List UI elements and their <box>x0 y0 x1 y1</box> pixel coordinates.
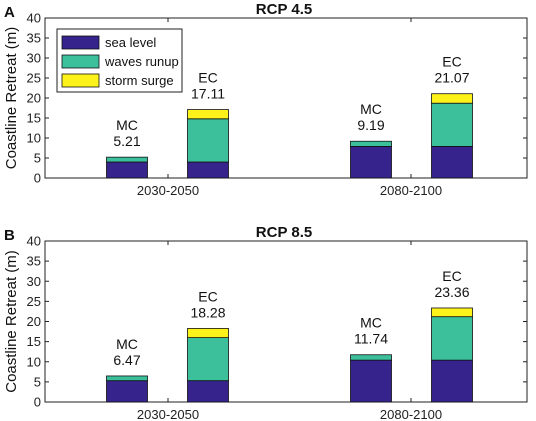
y-tick-label: 5 <box>34 151 41 166</box>
panel-letter: B <box>4 227 15 244</box>
bar-segment-sea-level <box>431 359 473 403</box>
bar-segment-waves-runup <box>431 316 473 361</box>
y-tick-label: 35 <box>27 254 41 269</box>
bar-segment-waves-runup <box>106 156 148 163</box>
bar-segment-waves-runup <box>106 375 148 382</box>
y-tick-label: 40 <box>27 234 41 249</box>
bar-annotation-label: MC <box>116 117 138 133</box>
y-tick-label: 0 <box>34 395 41 410</box>
y-tick-label: 35 <box>27 31 41 46</box>
bar-segment-sea-level <box>106 380 148 403</box>
y-tick-label: 40 <box>27 11 41 26</box>
legend-swatch-sea-level <box>61 35 100 50</box>
y-tick-label: 5 <box>34 374 41 389</box>
y-tick-label: 0 <box>34 171 41 186</box>
bar-segment-waves-runup <box>187 118 229 163</box>
bar-annotation-value: 6.47 <box>113 352 140 368</box>
legend-entry: waves runup <box>104 54 179 69</box>
x-tick-label: 2080-2100 <box>380 407 442 421</box>
panel-a: A RCP 4.5 Coastline Retreat (m) 0 5 10 15 20 25 3… <box>3 1 528 198</box>
bar-annotation-value: 18.28 <box>190 304 225 320</box>
bar-annotation-label: EC <box>442 54 461 70</box>
bar-annotation-label: EC <box>198 288 217 304</box>
panel-letter: A <box>4 4 15 21</box>
legend-swatch-storm-surge <box>61 73 100 88</box>
y-tick-label: 30 <box>27 274 41 289</box>
bar-annotation-label: MC <box>360 101 382 117</box>
bar-annotation-value: 11.74 <box>354 331 388 347</box>
y-tick-label: 30 <box>27 51 41 66</box>
y-tick-label: 15 <box>27 334 41 349</box>
y-tick-label: 25 <box>27 71 41 86</box>
y-tick-label: 20 <box>27 314 41 329</box>
bar-annotation-value: 5.21 <box>113 133 140 149</box>
bar-segment-sea-level <box>350 145 392 179</box>
bar-segment-storm-surge <box>187 328 229 339</box>
x-tick-label: 2030-2050 <box>137 407 199 421</box>
panel-b: B RCP 8.5 Coastline Retreat (m) 0 5 10 15 20 25 3… <box>3 224 528 421</box>
panel-title: RCP 4.5 <box>256 1 312 18</box>
bar-segment-sea-level <box>431 145 473 179</box>
panel-title: RCP 8.5 <box>256 224 312 241</box>
bar-annotation-label: EC <box>442 268 461 284</box>
y-axis-label: Coastline Retreat (m) <box>3 250 20 393</box>
bar-segment-waves-runup <box>350 140 392 147</box>
y-tick-label: 10 <box>27 131 41 146</box>
bar-segment-storm-surge <box>431 307 473 318</box>
bar-segment-waves-runup <box>431 102 473 147</box>
y-axis-label: Coastline Retreat (m) <box>3 27 20 170</box>
legend-entry: storm surge <box>105 73 174 88</box>
bar-annotation-label: MC <box>360 315 382 331</box>
bar-annotation-value: 23.36 <box>434 284 469 300</box>
y-tick-label: 25 <box>27 294 41 309</box>
bar-segment-storm-surge <box>431 93 473 104</box>
bar-segment-waves-runup <box>187 337 229 382</box>
x-tick-label: 2080-2100 <box>380 183 442 198</box>
y-tick-label: 10 <box>27 354 41 369</box>
legend-swatch-waves-runup <box>61 54 100 69</box>
bar-segment-sea-level <box>187 380 229 403</box>
bar-segment-storm-surge <box>187 109 229 120</box>
x-tick-label: 2030-2050 <box>137 183 199 198</box>
bar-annotation-value: 21.07 <box>434 70 469 86</box>
bar-segment-sea-level <box>106 161 148 179</box>
bar-segment-sea-level <box>350 359 392 403</box>
y-tick-label: 20 <box>27 91 41 106</box>
bar-annotation-label: MC <box>116 336 138 352</box>
bar-annotation-label: EC <box>198 70 217 86</box>
bar-annotation-value: 9.19 <box>357 117 384 133</box>
legend: sea level waves runup storm surge <box>56 28 183 93</box>
bar-segment-waves-runup <box>350 354 392 361</box>
y-tick-label: 15 <box>27 111 41 126</box>
bar-segment-sea-level <box>187 161 229 179</box>
bar-annotation-value: 17.11 <box>191 86 225 102</box>
legend-entry: sea level <box>105 35 156 50</box>
